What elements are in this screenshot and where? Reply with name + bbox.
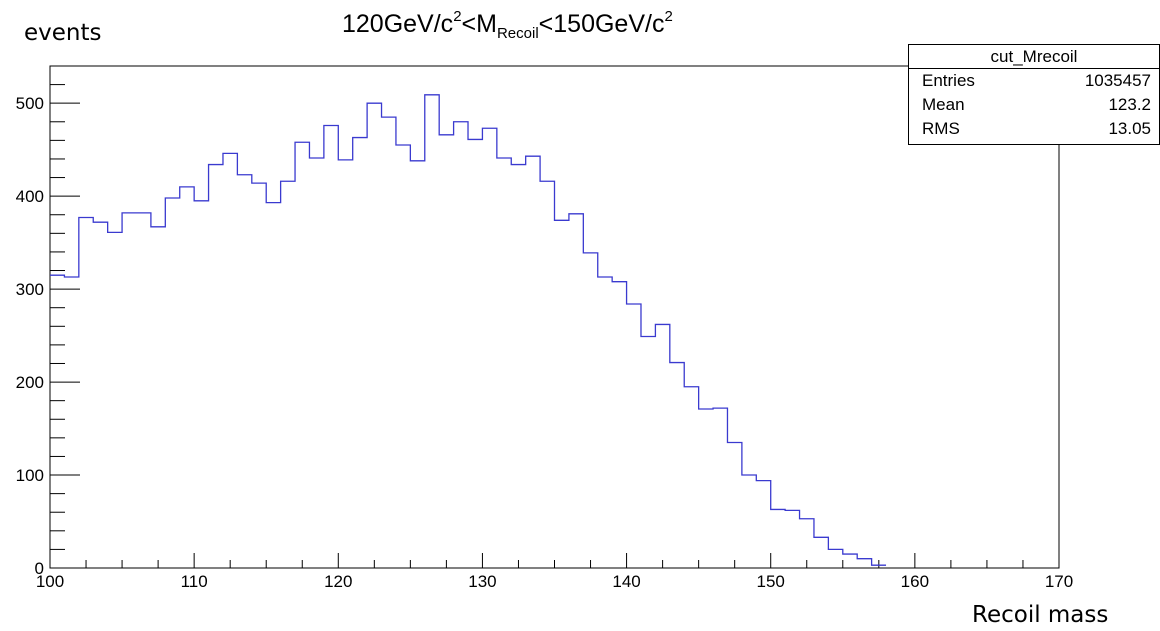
x-tick-label: 150 [757,572,785,591]
x-axis: 100 110 120 130 140 150 160 170 [36,553,1073,591]
stats-row-mean: Mean 123.2 [909,93,1159,117]
y-tick-label: 500 [16,94,44,113]
x-tick-label: 140 [612,572,640,591]
x-tick-label: 100 [36,572,64,591]
stats-value: 1035457 [1084,71,1151,90]
stats-row-rms: RMS 13.05 [909,117,1159,141]
stats-box-title: cut_Mrecoil [909,45,1159,69]
y-tick-label: 100 [16,466,44,485]
x-axis-label: Recoil mass [972,602,1109,628]
chart-title: 120GeV/c2<MRecoil<150GeV/c2 [342,8,673,42]
x-tick-label: 130 [468,572,496,591]
stats-label: Mean [922,95,965,114]
stats-label: Entries [922,71,975,90]
y-tick-label: 300 [16,280,44,299]
x-tick-label: 170 [1045,572,1073,591]
stats-row-entries: Entries 1035457 [909,69,1159,93]
stats-value: 123.2 [1108,95,1151,114]
stats-value: 13.05 [1108,119,1151,138]
x-tick-label: 160 [901,572,929,591]
x-tick-label: 110 [181,572,208,591]
y-tick-label: 0 [35,559,44,578]
y-axis: 0 100 200 300 400 500 [16,65,80,578]
y-axis-label: events [24,20,102,46]
stats-box: cut_Mrecoil Entries 1035457 Mean 123.2 R… [908,44,1160,145]
y-tick-label: 200 [16,373,44,392]
y-tick-label: 400 [16,187,44,206]
histogram-line [50,94,887,566]
stats-label: RMS [922,119,960,138]
x-tick-label: 120 [324,572,352,591]
